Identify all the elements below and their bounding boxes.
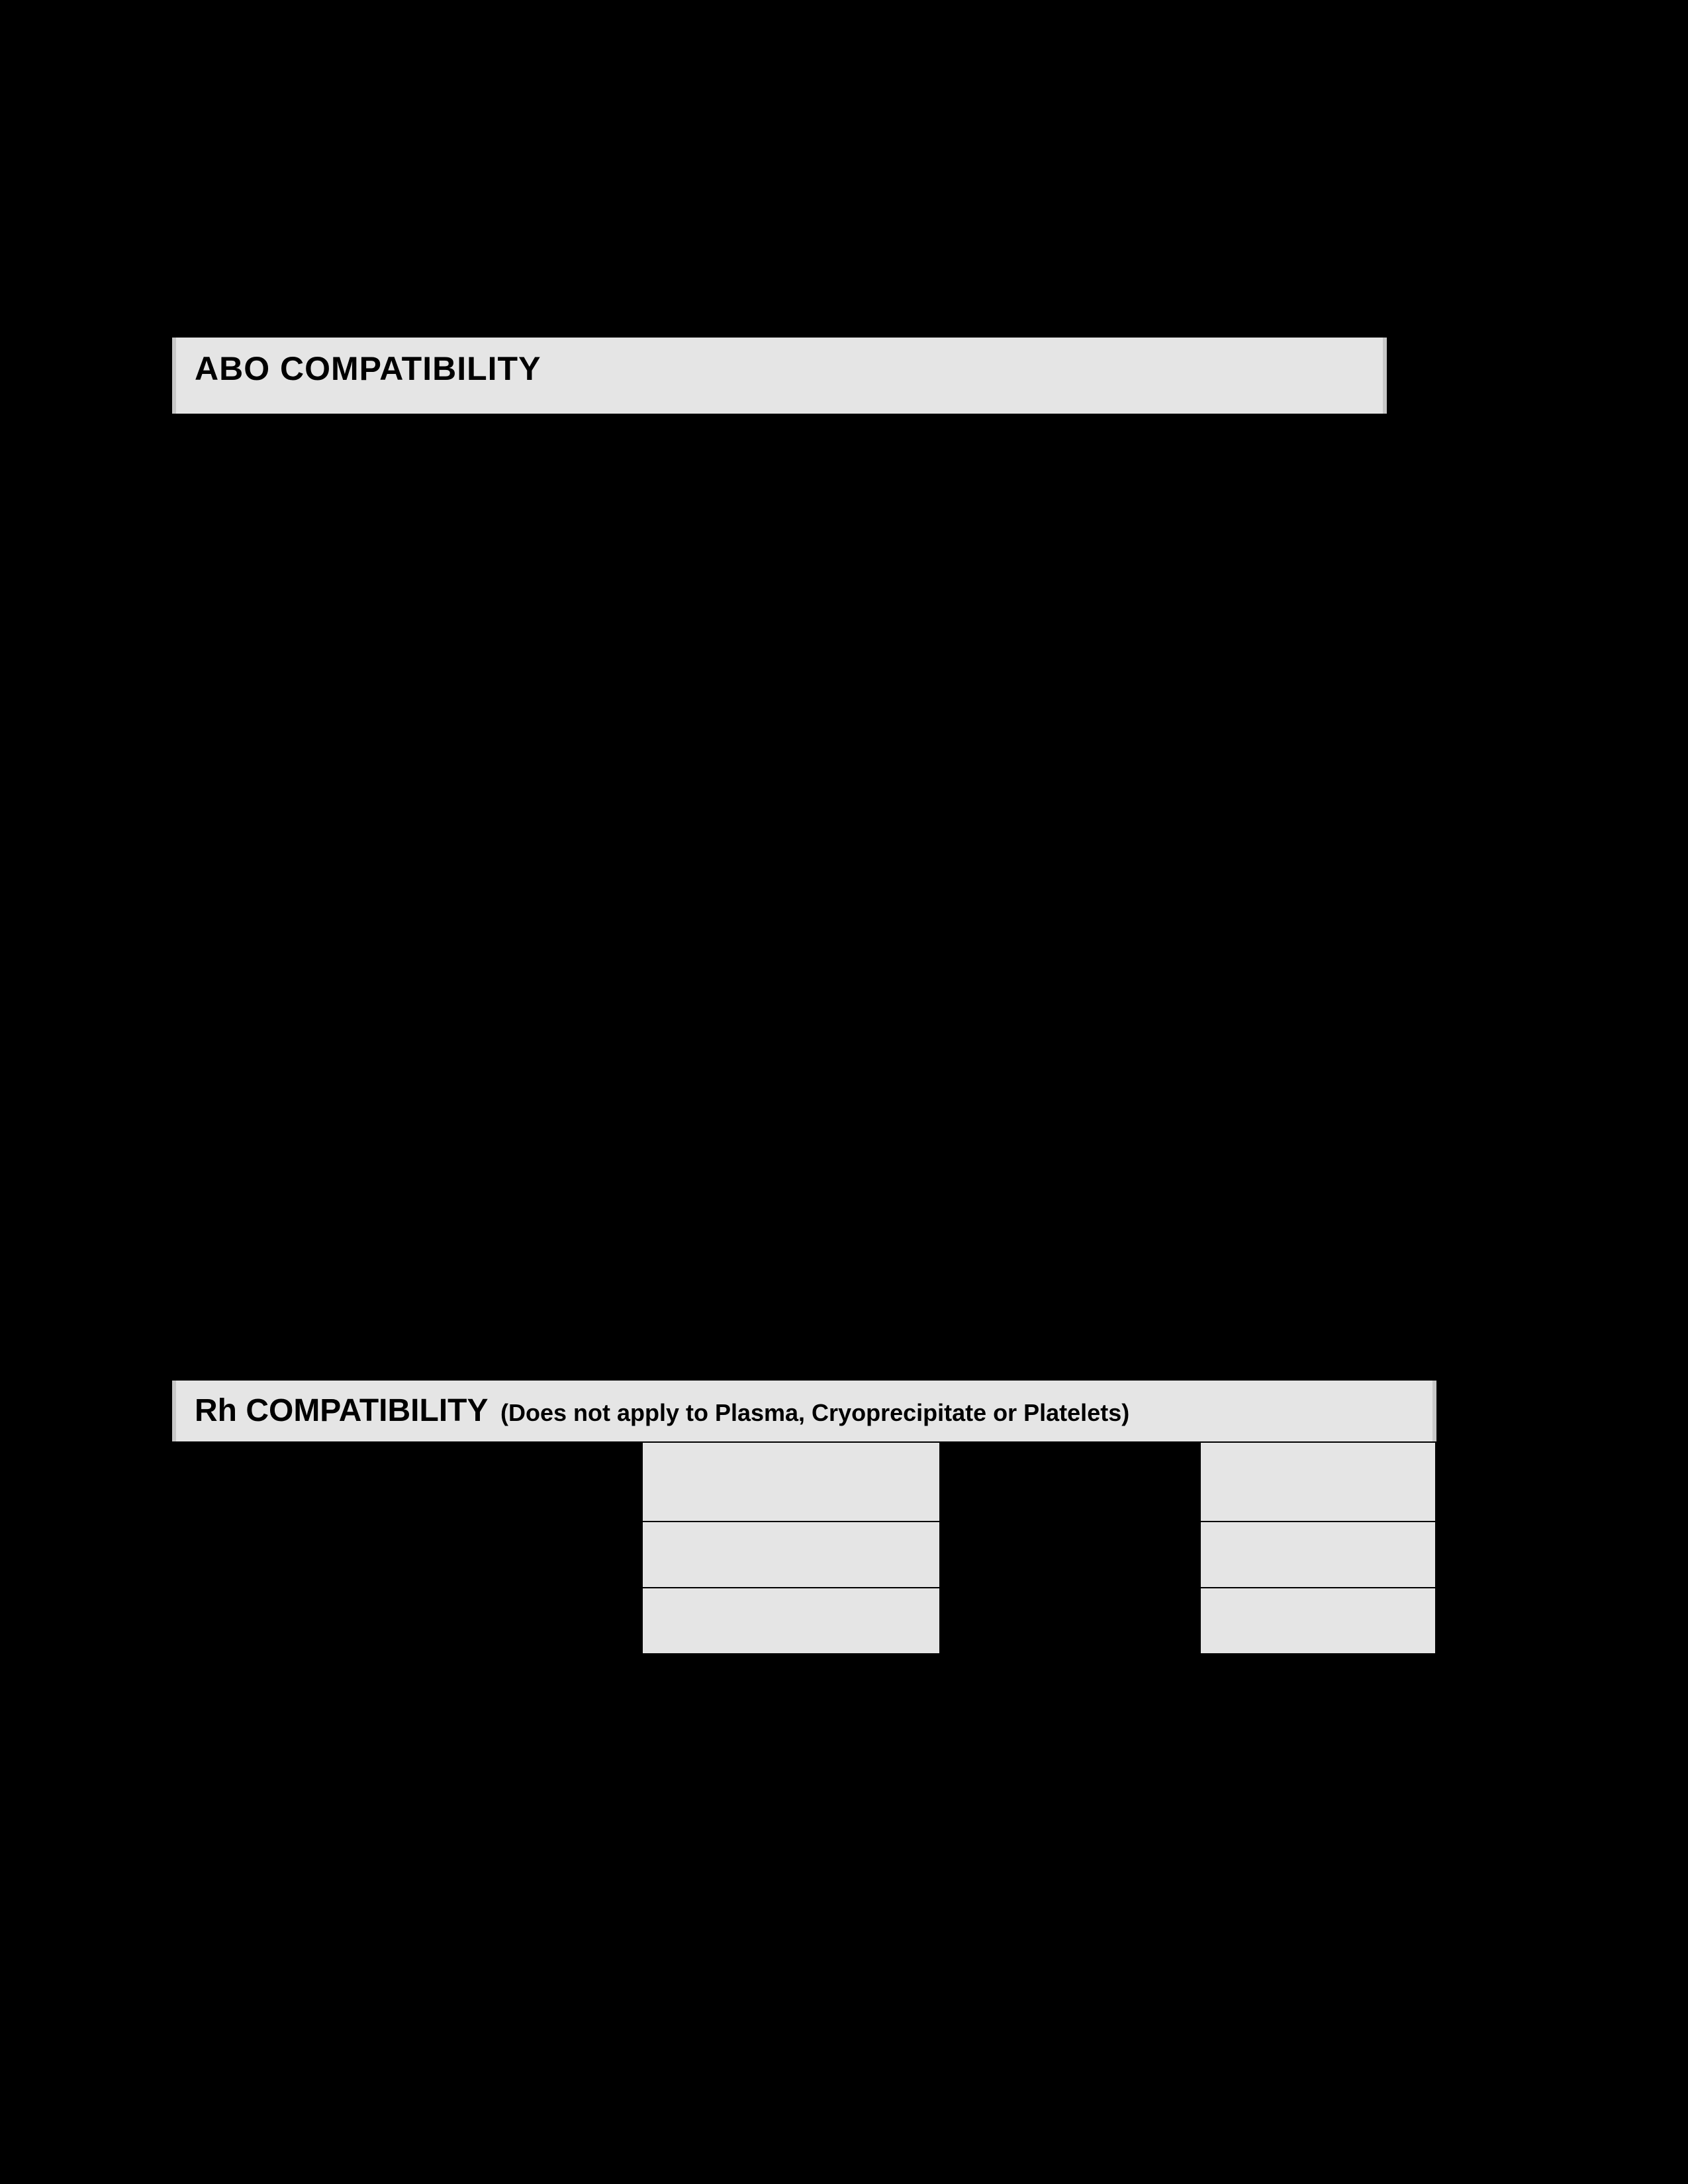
rh-cell-blank xyxy=(173,1522,642,1588)
rh-table-row xyxy=(173,1522,1436,1588)
rh-cell xyxy=(1200,1588,1436,1654)
rh-cell xyxy=(642,1588,940,1654)
abo-title: ABO COMPATIBILITY xyxy=(195,350,541,387)
rh-cell xyxy=(1200,1442,1436,1522)
rh-title: Rh COMPATIBILITY xyxy=(195,1393,489,1428)
rh-cell xyxy=(642,1522,940,1588)
rh-cell-blank xyxy=(940,1522,1201,1588)
rh-cell-blank xyxy=(173,1588,642,1654)
rh-cell xyxy=(1200,1522,1436,1588)
abo-section-header: ABO COMPATIBILITY xyxy=(172,338,1387,414)
rh-cell xyxy=(642,1442,940,1522)
rh-table-header-row xyxy=(173,1442,1436,1522)
rh-cell-blank xyxy=(173,1442,642,1522)
rh-subtitle: (Does not apply to Plasma, Cryoprecipita… xyxy=(500,1399,1129,1426)
rh-cell-blank xyxy=(940,1588,1201,1654)
rh-section-header: Rh COMPATIBILITY (Does not apply to Plas… xyxy=(172,1381,1436,1441)
rh-table-row xyxy=(173,1588,1436,1654)
rh-cell-blank xyxy=(940,1442,1201,1522)
rh-table xyxy=(172,1441,1436,1655)
